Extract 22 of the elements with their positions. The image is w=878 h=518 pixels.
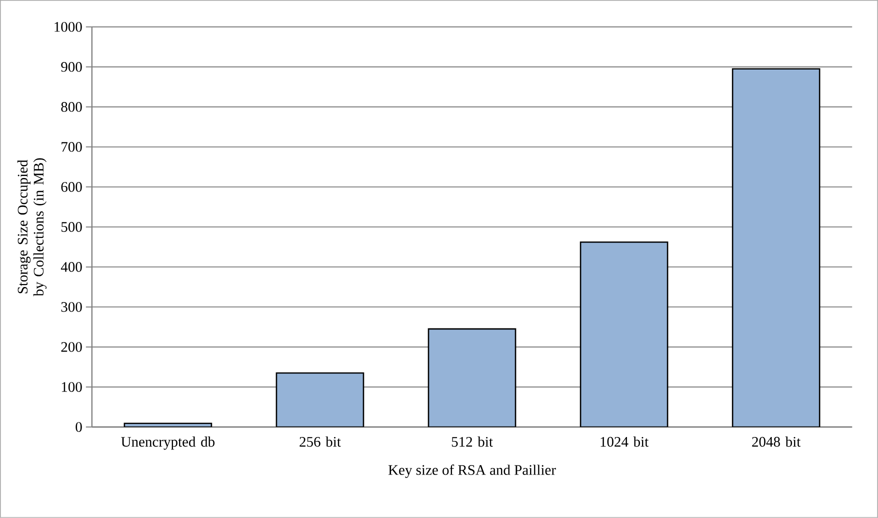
y-tick-label: 100 (62, 382, 82, 392)
x-tick-label: 256 bit (300, 436, 341, 447)
bar (428, 328, 516, 428)
y-tick-label: 900 (61, 62, 82, 72)
bar (276, 372, 364, 428)
x-tick-label: 512 bit (452, 436, 493, 447)
y-tick-label: 0 (76, 422, 82, 432)
y-tick-label: 500 (61, 222, 82, 232)
y-tick-label: 700 (62, 142, 82, 152)
bar (580, 242, 668, 428)
y-tick-label: 800 (61, 102, 82, 112)
y-tick-label: 200 (61, 342, 82, 352)
y-tick-label: 1000 (54, 22, 82, 32)
x-axis-title: Key size of RSA and Paillier (388, 464, 556, 478)
x-tick-label: Unencrypted db (121, 436, 215, 450)
y-tick-label: 400 (60, 262, 82, 272)
x-tick-label: 2048 bit (752, 436, 801, 447)
x-tick-label: 1024 bit (600, 436, 649, 447)
y-tick-label: 300 (61, 302, 82, 312)
y-tick-label: 600 (61, 182, 82, 192)
y-axis-title: Storage Size Occupied by Collections (in MB) (17, 158, 47, 296)
bar (732, 68, 820, 428)
